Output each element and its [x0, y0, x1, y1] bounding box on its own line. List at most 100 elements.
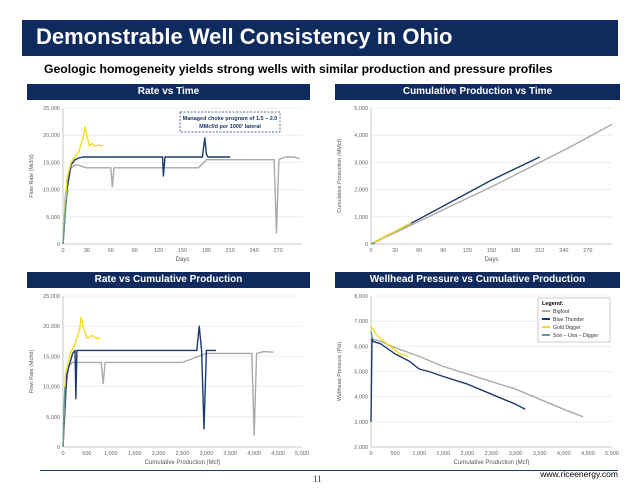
y-tick-label: 4,000 [354, 133, 368, 139]
x-tick-label: 150 [178, 248, 187, 254]
y-tick-label: 15,000 [43, 160, 60, 166]
chart-pressure-vs-cumulative: 0 500 1,000 1,500 2,000 2,500 3,000 3,500 4,000 4… [337, 294, 619, 466]
y-tick-label: 25,000 [43, 294, 60, 300]
x-tick-label: 1,000 [412, 451, 426, 457]
x-tick-label: 60 [108, 248, 114, 254]
series-line [370, 338, 526, 422]
y-tick-label: 10,000 [43, 188, 60, 194]
x-tick-label: 1,000 [104, 451, 118, 457]
y-tick-label: 5,000 [46, 415, 60, 421]
y-tick-label: 8,000 [354, 294, 368, 300]
chart-title: Cumulative Production vs Time [335, 84, 620, 100]
x-tick-label: 3,000 [509, 451, 523, 457]
x-tick-label: 0 [369, 248, 372, 254]
chart-panel-cumulative-vs-time: Cumulative Production vs Time 0 30 60 90 120… [335, 84, 620, 264]
x-tick-label: 0 [61, 451, 64, 457]
chart-rate-vs-time: 0 30 60 90 120 150 180 210 240 270 0 5,000 10,000 15,… [29, 106, 302, 263]
y-tick-label: 3,000 [354, 420, 368, 426]
x-tick-label: 4,500 [271, 451, 285, 457]
series-line [62, 386, 66, 448]
x-tick-label: 30 [84, 248, 90, 254]
series-line [370, 331, 374, 340]
series-line [62, 325, 216, 448]
title-bar: Demonstrable Well Consistency in Ohio [22, 20, 618, 56]
y-axis-label: Wellhead Pressure (Psi) [337, 342, 343, 401]
y-tick-label: 10,000 [43, 385, 60, 391]
website-url: www.riceenergy.com [540, 469, 618, 479]
legend-title: Legend: [542, 301, 564, 307]
x-axis-label: Days [176, 257, 190, 263]
series-line [62, 156, 300, 245]
x-tick-label: 3,500 [533, 451, 547, 457]
x-tick-label: 0 [369, 451, 372, 457]
x-tick-label: 240 [250, 248, 259, 254]
x-tick-label: 60 [416, 248, 422, 254]
x-tick-label: 90 [132, 248, 138, 254]
series-line [62, 137, 231, 245]
footer-divider [40, 470, 618, 471]
y-tick-label: 4,000 [354, 395, 368, 401]
chart-panel-pressure-vs-cumulative: Wellhead Pressure vs Cumulative Producti… [335, 272, 620, 467]
series-line [370, 325, 409, 358]
series-line [62, 189, 69, 245]
y-tick-label: 5,000 [354, 106, 368, 112]
y-axis-label: Flow Rate (Mcf/d) [29, 350, 35, 394]
legend-label: Son – Uva – Digger [553, 333, 599, 339]
x-tick-label: 4,000 [557, 451, 571, 457]
x-tick-label: 150 [487, 248, 496, 254]
page-number: 11 [313, 474, 322, 484]
x-tick-label: 180 [511, 248, 520, 254]
annotation-text: Managed choke program of 1.5 – 2.0 [183, 116, 278, 122]
x-tick-label: 0 [61, 248, 64, 254]
y-tick-label: 15,000 [43, 354, 60, 360]
x-tick-label: 3,500 [223, 451, 237, 457]
y-tick-label: 3,000 [354, 160, 368, 166]
x-tick-label: 270 [583, 248, 592, 254]
x-tick-label: 90 [440, 248, 446, 254]
x-tick-label: 210 [535, 248, 544, 254]
y-tick-label: 5,000 [354, 370, 368, 376]
x-tick-label: 5,000 [605, 451, 619, 457]
x-tick-label: 500 [82, 451, 91, 457]
y-tick-label: 6,000 [354, 344, 368, 350]
y-axis-label: Cumulative Production (MMcf) [337, 139, 343, 213]
chart-title: Wellhead Pressure vs Cumulative Producti… [335, 272, 620, 288]
x-tick-label: 210 [226, 248, 235, 254]
y-tick-label: 20,000 [43, 133, 60, 139]
x-tick-label: 180 [202, 248, 211, 254]
y-tick-label: 20,000 [43, 324, 60, 330]
x-axis-label: Cumulative Production (Mcf) [145, 460, 221, 466]
legend-label: Blue Thunder [553, 317, 584, 323]
y-tick-label: 0 [57, 242, 60, 248]
legend-label: Bigfoot [553, 309, 570, 315]
x-tick-label: 30 [392, 248, 398, 254]
series-line [370, 242, 376, 245]
y-tick-label: 2,000 [354, 445, 368, 451]
series-line [370, 338, 584, 418]
slide-title: Demonstrable Well Consistency in Ohio [36, 24, 453, 49]
x-tick-label: 240 [559, 248, 568, 254]
chart-title: Rate vs Time [27, 84, 310, 100]
chart-panel-rate-vs-cumulative: Rate vs Cumulative Production 0 500 1,000 1… [27, 272, 310, 467]
series-line [370, 123, 613, 245]
chart-panel-rate-vs-time: Rate vs Time 0 30 60 90 120 150 180 210 240 270 0 5… [27, 84, 310, 264]
y-tick-label: 5,000 [46, 215, 60, 221]
x-tick-label: 4,000 [247, 451, 261, 457]
x-tick-label: 120 [463, 248, 472, 254]
y-tick-label: 7,000 [354, 319, 368, 325]
chart-rate-vs-cumulative: 0 500 1,000 1,500 2,000 2,500 3,000 3,500 4,000 4… [29, 294, 309, 466]
x-axis-label: Days [485, 257, 499, 263]
x-tick-label: 4,500 [581, 451, 595, 457]
annotation-box [179, 111, 281, 133]
x-tick-label: 2,000 [152, 451, 166, 457]
x-tick-label: 2,500 [176, 451, 190, 457]
y-tick-label: 0 [57, 445, 60, 451]
y-axis-label: Flow Rate (Mcf/d) [29, 154, 35, 198]
chart-title: Rate vs Cumulative Production [27, 272, 310, 288]
series-line [62, 316, 101, 448]
x-tick-label: 1,500 [128, 451, 142, 457]
annotation-text: MMcf/d per 1000' lateral [199, 124, 261, 130]
series-line [62, 350, 274, 448]
x-axis-label: Cumulative Production (Mcf) [454, 460, 530, 466]
x-tick-label: 2,000 [461, 451, 475, 457]
